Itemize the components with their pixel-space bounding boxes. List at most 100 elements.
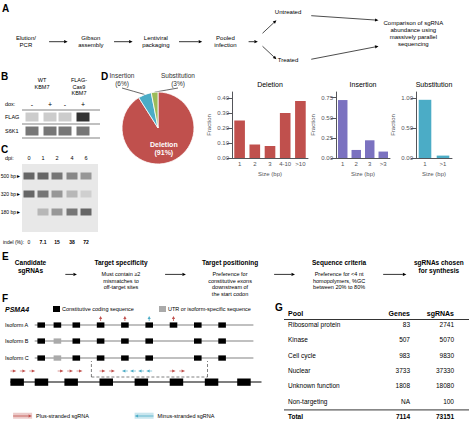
svg-text:Fraction: Fraction bbox=[310, 114, 316, 136]
svg-text:B: B bbox=[1, 71, 8, 82]
svg-text:PCR: PCR bbox=[20, 42, 33, 48]
svg-text:Size (bp): Size (bp) bbox=[258, 171, 282, 177]
svg-text:F: F bbox=[2, 293, 8, 304]
svg-text:0: 0 bbox=[27, 155, 30, 161]
svg-text:mismatches to: mismatches to bbox=[103, 278, 138, 284]
svg-text:Fraction: Fraction bbox=[390, 114, 396, 136]
svg-text:Pooled: Pooled bbox=[216, 35, 235, 41]
svg-text:off-target sites: off-target sites bbox=[104, 284, 139, 290]
svg-text:Lentiviral: Lentiviral bbox=[144, 35, 168, 41]
svg-text:C: C bbox=[1, 144, 8, 155]
svg-text:Nuclear: Nuclear bbox=[288, 367, 311, 374]
svg-text:5070: 5070 bbox=[440, 336, 455, 343]
svg-text:Deletion: Deletion bbox=[150, 141, 178, 148]
svg-text:UTR or isoform-specific sequen: UTR or isoform-specific sequence bbox=[168, 306, 251, 312]
svg-text:homopolymers, %GC: homopolymers, %GC bbox=[313, 278, 365, 284]
svg-text:KBM7: KBM7 bbox=[35, 84, 50, 90]
svg-text:1: 1 bbox=[41, 155, 44, 161]
svg-text:G: G bbox=[275, 302, 283, 313]
svg-text:between 20% to 80%: between 20% to 80% bbox=[313, 284, 365, 290]
svg-text:0.50: 0.50 bbox=[321, 115, 333, 121]
svg-text:Untreated: Untreated bbox=[275, 9, 301, 15]
svg-text:Size (bp): Size (bp) bbox=[422, 171, 446, 177]
svg-text:D: D bbox=[101, 71, 108, 82]
svg-text:Substitution: Substitution bbox=[161, 72, 195, 79]
svg-text:6: 6 bbox=[84, 155, 87, 161]
svg-text:Target positioning: Target positioning bbox=[202, 259, 258, 267]
svg-text:A: A bbox=[2, 3, 9, 14]
svg-text:E: E bbox=[2, 251, 9, 262]
svg-text:0.00: 0.00 bbox=[401, 155, 413, 161]
svg-text:Target specificity: Target specificity bbox=[95, 259, 148, 267]
svg-text:0.00: 0.00 bbox=[321, 155, 333, 161]
svg-text:Genes: Genes bbox=[389, 310, 411, 317]
svg-text:Insertion: Insertion bbox=[110, 72, 135, 79]
svg-text:>10: >10 bbox=[295, 161, 306, 167]
svg-text:Isoform B: Isoform B bbox=[5, 338, 29, 344]
svg-text:2741: 2741 bbox=[440, 321, 455, 328]
svg-text:1: 1 bbox=[341, 161, 345, 167]
svg-text:1.00: 1.00 bbox=[401, 95, 413, 101]
svg-text:Pool: Pool bbox=[288, 310, 303, 317]
svg-text:FLAG: FLAG bbox=[5, 114, 19, 120]
svg-text:1808: 1808 bbox=[396, 382, 411, 389]
svg-text:Total: Total bbox=[288, 413, 303, 420]
svg-text:2: 2 bbox=[253, 161, 257, 167]
svg-text:7.1: 7.1 bbox=[40, 239, 47, 245]
svg-text:Unknown function: Unknown function bbox=[288, 382, 340, 389]
svg-text:dpi:: dpi: bbox=[5, 155, 14, 161]
svg-text:Preference for: Preference for bbox=[213, 271, 248, 277]
svg-text:1: 1 bbox=[423, 161, 427, 167]
svg-text:Candidate: Candidate bbox=[15, 259, 47, 266]
svg-text:constitutive exons: constitutive exons bbox=[208, 278, 252, 284]
svg-text:(3%): (3%) bbox=[171, 80, 185, 88]
svg-text:0.75: 0.75 bbox=[321, 95, 333, 101]
svg-text:320 bp►: 320 bp► bbox=[1, 191, 21, 197]
svg-text:Kinase: Kinase bbox=[288, 336, 308, 343]
svg-text:+: + bbox=[48, 101, 52, 108]
svg-text:FLAG-: FLAG- bbox=[71, 77, 87, 83]
svg-text:0.30: 0.30 bbox=[217, 110, 229, 116]
svg-text:Gibson: Gibson bbox=[81, 35, 100, 41]
svg-text:18080: 18080 bbox=[436, 382, 454, 389]
svg-text:-: - bbox=[64, 101, 67, 108]
svg-text:Cell cycle: Cell cycle bbox=[288, 352, 316, 360]
svg-text:packaging: packaging bbox=[142, 42, 169, 48]
svg-text:Size (bp): Size (bp) bbox=[351, 171, 375, 177]
svg-text:>3: >3 bbox=[380, 161, 388, 167]
svg-text:Deletion: Deletion bbox=[257, 81, 283, 88]
svg-text:Insertion: Insertion bbox=[350, 81, 377, 88]
svg-text:83: 83 bbox=[403, 321, 411, 328]
svg-text:9830: 9830 bbox=[440, 352, 455, 359]
svg-text:38: 38 bbox=[69, 239, 75, 245]
svg-text:(91%): (91%) bbox=[155, 149, 174, 157]
svg-text:dox:: dox: bbox=[5, 101, 16, 107]
svg-text:sequencing: sequencing bbox=[398, 41, 429, 47]
svg-text:Treated: Treated bbox=[278, 57, 298, 63]
svg-text:Isoform A: Isoform A bbox=[5, 322, 29, 328]
svg-text:(6%): (6%) bbox=[115, 80, 129, 88]
svg-text:72: 72 bbox=[83, 239, 89, 245]
svg-text:507: 507 bbox=[399, 336, 410, 343]
svg-text:0.25: 0.25 bbox=[321, 135, 333, 141]
svg-text:WT: WT bbox=[38, 77, 47, 83]
svg-text:for synthesis: for synthesis bbox=[419, 267, 460, 275]
svg-text:3733: 3733 bbox=[396, 367, 411, 374]
svg-text:0.10: 0.10 bbox=[217, 140, 229, 146]
svg-text:Minus-stranded sgRNA: Minus-stranded sgRNA bbox=[158, 413, 215, 419]
svg-text:500 bp►: 500 bp► bbox=[1, 173, 21, 179]
svg-text:sgRNAs: sgRNAs bbox=[18, 267, 44, 275]
svg-text:Fraction: Fraction bbox=[206, 114, 212, 136]
svg-text:2: 2 bbox=[55, 155, 58, 161]
svg-text:Sequence criteria: Sequence criteria bbox=[312, 259, 367, 267]
svg-text:the start codon: the start codon bbox=[212, 291, 248, 297]
svg-text:15: 15 bbox=[54, 239, 60, 245]
svg-text:Must contain ≥2: Must contain ≥2 bbox=[102, 271, 141, 277]
svg-text:-: - bbox=[31, 101, 34, 108]
svg-text:downstream of: downstream of bbox=[212, 284, 249, 290]
svg-text:37330: 37330 bbox=[436, 367, 454, 374]
svg-text:Non-targeting: Non-targeting bbox=[288, 398, 328, 406]
svg-text:sgRNAs: sgRNAs bbox=[427, 310, 454, 318]
svg-text:PSMA4: PSMA4 bbox=[5, 306, 29, 313]
svg-text:NA: NA bbox=[401, 398, 411, 405]
